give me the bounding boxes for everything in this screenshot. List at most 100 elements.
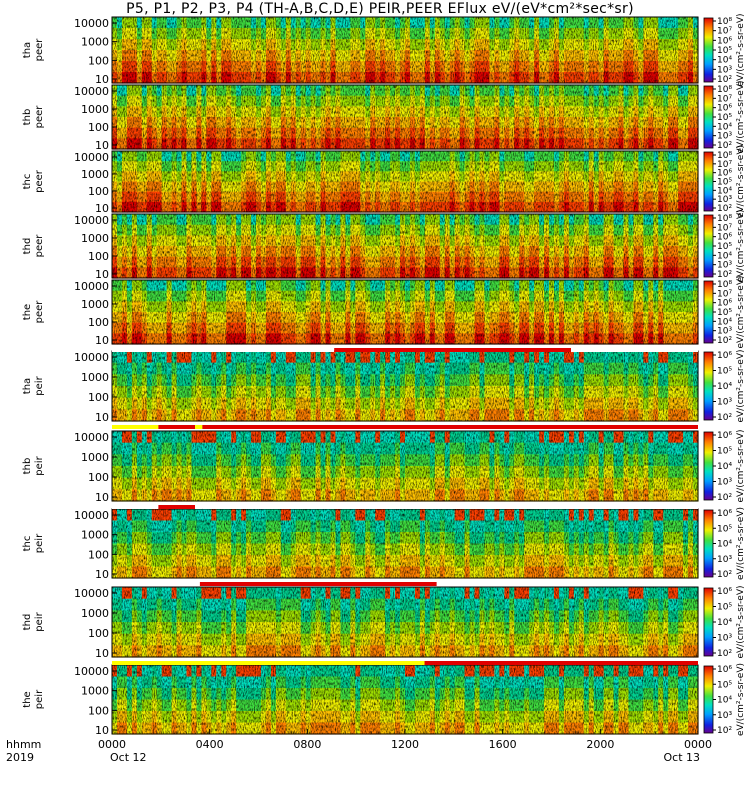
mode-bar <box>112 425 698 429</box>
colorbar-label: eV/(cm²-s-sr-eV) <box>736 349 746 422</box>
panel-species-label: peir <box>34 533 45 553</box>
panel-thc-peir: 10 100 1000 10000 thc peir 10² 10³ 10⁴ 10⁵ 10⁶ eV/(… <box>22 507 746 581</box>
spectrogram-thd-peir <box>112 587 699 658</box>
x-tick-label: 1600 <box>489 738 517 751</box>
colorbar-scale <box>703 17 714 83</box>
colorbar-scale <box>703 214 714 278</box>
y-tick-label: 1000 <box>81 371 109 384</box>
panel-thc-peer: 10 100 1000 10000 thc peer 10²10³10⁴10⁵10⁶10⁷1… <box>22 145 746 218</box>
panel-species-label: peir <box>34 689 45 709</box>
x-row-label: hhmm <box>6 738 41 751</box>
y-tick-label: 10 <box>95 139 109 152</box>
mode-segment <box>199 582 437 586</box>
mode-segment <box>158 505 196 509</box>
panel-thd-peir: 10 100 1000 10000 thd peir 10² 10³ 10⁴ 10⁵ 10⁶ eV/(… <box>22 585 746 660</box>
y-tick-label: 10000 <box>74 151 109 164</box>
colorbar-tick-label: 10³ <box>717 261 732 271</box>
colorbar-tick-label: 10⁶ <box>717 665 732 675</box>
x-date-label: Oct 13 <box>663 751 700 764</box>
panel-frame <box>111 586 699 658</box>
panel-species-label: peir <box>34 375 45 395</box>
colorbar-tick-label: 10² <box>717 649 732 659</box>
colorbar-tick-label: 10⁵ <box>717 46 732 56</box>
colorbar-tick-label: 10⁴ <box>717 462 732 472</box>
colorbar-label: eV/(cm²-s-sr-eV) <box>736 663 746 736</box>
colorbar-tick-label: 10⁷ <box>717 160 732 170</box>
colorbar-tick-label: 10⁵ <box>717 242 732 252</box>
y-tick-label: 10000 <box>74 85 109 98</box>
y-tick-label: 100 <box>88 121 109 134</box>
y-tick-label: 10 <box>95 334 109 347</box>
colorbar-scale <box>703 85 714 149</box>
y-tick-label: 100 <box>88 316 109 329</box>
colorbar-tick-label: 10⁶ <box>717 587 732 597</box>
colorbar-label: eV/(cm²-s-sr-eV) <box>736 145 746 218</box>
noise-texture <box>112 351 698 421</box>
colorbar-tick-label: 10⁴ <box>717 56 732 66</box>
x-row-label: 2019 <box>6 751 34 764</box>
y-tick-label: 10000 <box>74 17 109 30</box>
mode-segment <box>202 505 698 509</box>
x-tick-label: 1200 <box>391 738 419 751</box>
colorbar-tick-label: 10⁶ <box>717 36 732 46</box>
noise-texture <box>112 665 698 734</box>
colorbar-tick-label: 10⁴ <box>717 186 732 196</box>
x-tick-label: 2000 <box>586 738 614 751</box>
colorbar-scale <box>703 351 714 421</box>
y-tick-label: 1000 <box>81 607 109 620</box>
spectrogram-the-peir <box>112 665 699 735</box>
y-tick-label: 10 <box>95 411 109 424</box>
panel-probe-label: thb <box>22 458 33 475</box>
colorbar-tick-label: 10⁸ <box>717 214 732 224</box>
colorbar-tick-label: 10⁶ <box>717 104 732 114</box>
colorbar-tick-label: 10³ <box>717 711 732 721</box>
colorbar-tick-label: 10² <box>717 413 732 423</box>
y-tick-label: 1000 <box>81 232 109 245</box>
mode-segment <box>202 425 698 429</box>
y-tick-label: 10000 <box>74 214 109 227</box>
figure-title: P5, P1, P2, P3, P4 (TH-A,B,C,D,E) PEIR,P… <box>126 1 634 17</box>
y-tick-label: 100 <box>88 54 109 67</box>
colorbar-tick-label: 10³ <box>717 132 732 142</box>
mode-segment <box>195 505 203 509</box>
panel-frame <box>111 16 699 84</box>
mode-segment <box>112 661 425 665</box>
colorbar-tick-label: 10⁴ <box>717 317 732 327</box>
noise-texture <box>112 214 698 278</box>
noise-texture <box>112 431 698 501</box>
colorbar: 10² 10³ 10⁴ 10⁵ 10⁶ eV/(cm²-s-sr-eV) <box>703 349 746 423</box>
colorbar-tick-label: 10⁴ <box>717 122 732 132</box>
colorbar-tick-label: 10² <box>717 141 732 151</box>
colorbar-label: eV/(cm²-s-sr-eV) <box>736 585 746 658</box>
colorbar-tick-label: 10⁵ <box>717 113 732 123</box>
y-tick-label: 100 <box>88 627 109 640</box>
y-tick-label: 1000 <box>81 685 109 698</box>
panel-frame <box>111 430 699 502</box>
spectrogram-the-peer <box>112 280 699 345</box>
colorbar-tick-label: 10⁷ <box>717 27 732 37</box>
panel-tha-peer: 10 100 1000 10000 tha peer 10²10³10⁴10⁵10⁶10⁷1… <box>22 13 746 86</box>
noise-texture <box>112 151 698 212</box>
colorbar-tick-label: 10³ <box>717 555 732 565</box>
panel-frame <box>111 150 699 213</box>
colorbar-tick-label: 10⁶ <box>717 299 732 309</box>
colorbar-tick-label: 10⁶ <box>717 233 732 243</box>
y-tick-label: 10000 <box>74 351 109 364</box>
mode-segment <box>112 425 159 429</box>
colorbar-label: eV/(cm²-s-sr-eV) <box>736 209 746 282</box>
mode-segment <box>112 348 335 352</box>
mode-bar <box>112 661 698 665</box>
colorbar-tick-label: 10⁷ <box>717 289 732 299</box>
colorbar-tick-label: 10⁷ <box>717 223 732 233</box>
y-tick-label: 100 <box>88 471 109 484</box>
x-tick-label: 0000 <box>684 738 712 751</box>
colorbar-scale <box>703 280 714 344</box>
panel-tha-peir: 10 100 1000 10000 tha peir 10² 10³ 10⁴ 10⁵ 10⁶ eV/(… <box>22 349 746 424</box>
mode-bar <box>112 505 698 509</box>
y-tick-label: 10000 <box>74 280 109 293</box>
